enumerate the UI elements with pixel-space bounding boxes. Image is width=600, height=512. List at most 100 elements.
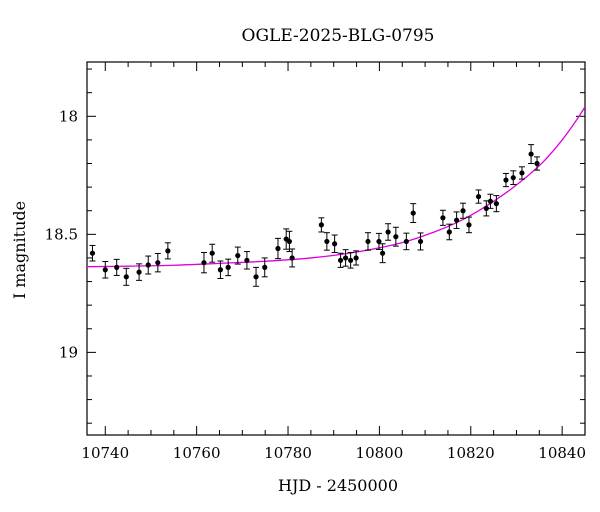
x-axis-label: HJD - 2450000	[278, 476, 398, 495]
data-point-marker	[353, 255, 359, 261]
data-point	[164, 242, 171, 260]
data-point-marker	[510, 175, 516, 181]
data-point-marker	[410, 210, 416, 216]
data-point	[403, 232, 410, 251]
data-point	[145, 255, 152, 275]
data-point-marker	[102, 267, 108, 273]
data-point	[534, 156, 541, 171]
data-point	[261, 257, 268, 278]
data-point	[209, 243, 216, 263]
data-point-marker	[440, 215, 446, 221]
data-point-marker	[225, 264, 231, 270]
data-point	[518, 166, 525, 180]
chart-title: OGLE-2025-BLG-0795	[242, 26, 435, 46]
data-point	[225, 258, 232, 277]
data-point-marker	[393, 234, 399, 240]
data-points	[89, 144, 541, 287]
data-point-marker	[89, 250, 96, 256]
y-tick-label: 19	[59, 343, 78, 361]
data-point-marker	[460, 208, 466, 214]
data-point-marker	[209, 250, 215, 256]
data-point-marker	[165, 248, 171, 254]
data-point-marker	[534, 160, 540, 167]
data-point	[342, 249, 349, 267]
data-point	[460, 202, 467, 219]
data-point	[331, 234, 338, 254]
data-point	[528, 144, 535, 165]
data-point-marker	[483, 205, 489, 211]
data-point	[364, 232, 371, 251]
data-point-marker	[446, 229, 452, 235]
data-point-marker	[365, 238, 371, 245]
data-point-marker	[155, 260, 161, 266]
x-tick-label: 10840	[538, 444, 586, 462]
data-point-marker	[235, 252, 241, 259]
x-tick-label: 10800	[356, 444, 404, 462]
data-point-marker	[114, 264, 120, 270]
data-point	[217, 260, 224, 279]
data-point-marker	[519, 170, 525, 176]
x-tick-label: 10740	[81, 444, 129, 462]
data-point-marker	[324, 238, 330, 245]
data-point-marker	[454, 217, 460, 223]
data-point-marker	[262, 264, 268, 270]
x-tick-label: 10760	[173, 444, 221, 462]
data-point	[283, 228, 290, 250]
data-point-marker	[286, 238, 292, 245]
data-point	[439, 209, 446, 226]
data-point-marker	[417, 238, 424, 245]
data-point	[123, 267, 130, 286]
data-point	[353, 250, 360, 266]
data-point-marker	[487, 198, 494, 204]
axis-ticks	[87, 62, 586, 435]
data-point-marker	[403, 238, 409, 245]
plot-frame	[86, 61, 586, 436]
data-point	[286, 230, 293, 253]
x-tick-labels: 10740 10760 10780 10800 10820 10840	[81, 444, 586, 462]
data-point	[102, 260, 109, 279]
data-point	[446, 223, 453, 241]
y-tick-label: 18	[59, 107, 78, 125]
data-point-marker	[275, 245, 281, 252]
data-point-marker	[380, 250, 386, 256]
data-point	[385, 223, 392, 241]
data-point	[337, 252, 344, 268]
data-point	[493, 195, 500, 213]
data-point-marker	[318, 222, 324, 228]
data-point-marker	[244, 257, 250, 263]
data-point-marker	[466, 222, 472, 228]
data-point	[510, 170, 517, 186]
data-point-marker	[475, 193, 482, 200]
data-point-marker	[332, 241, 338, 247]
x-tick-label: 10780	[264, 444, 312, 462]
data-point	[375, 232, 382, 250]
data-point	[453, 211, 460, 229]
data-point	[465, 216, 472, 234]
data-point	[243, 251, 250, 270]
data-point-marker	[493, 201, 499, 207]
y-axis-label: I magnitude	[10, 201, 29, 299]
data-point	[475, 189, 482, 204]
y-tick-label: 18.5	[45, 225, 78, 243]
data-point-marker	[123, 274, 129, 280]
data-point-marker	[376, 238, 382, 245]
data-point	[417, 232, 424, 251]
data-point-marker	[201, 260, 207, 266]
x-tick-label: 10820	[447, 444, 495, 462]
data-point-marker	[145, 262, 151, 268]
data-point-marker	[217, 267, 224, 273]
data-point	[253, 266, 260, 287]
data-point	[136, 263, 143, 281]
data-point	[323, 232, 330, 251]
data-point-marker	[289, 255, 295, 261]
data-point	[89, 244, 96, 262]
data-point	[379, 243, 386, 264]
data-point	[274, 237, 281, 260]
data-point	[234, 246, 241, 265]
y-tick-labels: 18 18.5 19	[45, 107, 78, 361]
data-point	[487, 193, 494, 209]
data-point	[410, 203, 417, 224]
data-point	[318, 217, 325, 233]
data-point	[113, 258, 120, 276]
